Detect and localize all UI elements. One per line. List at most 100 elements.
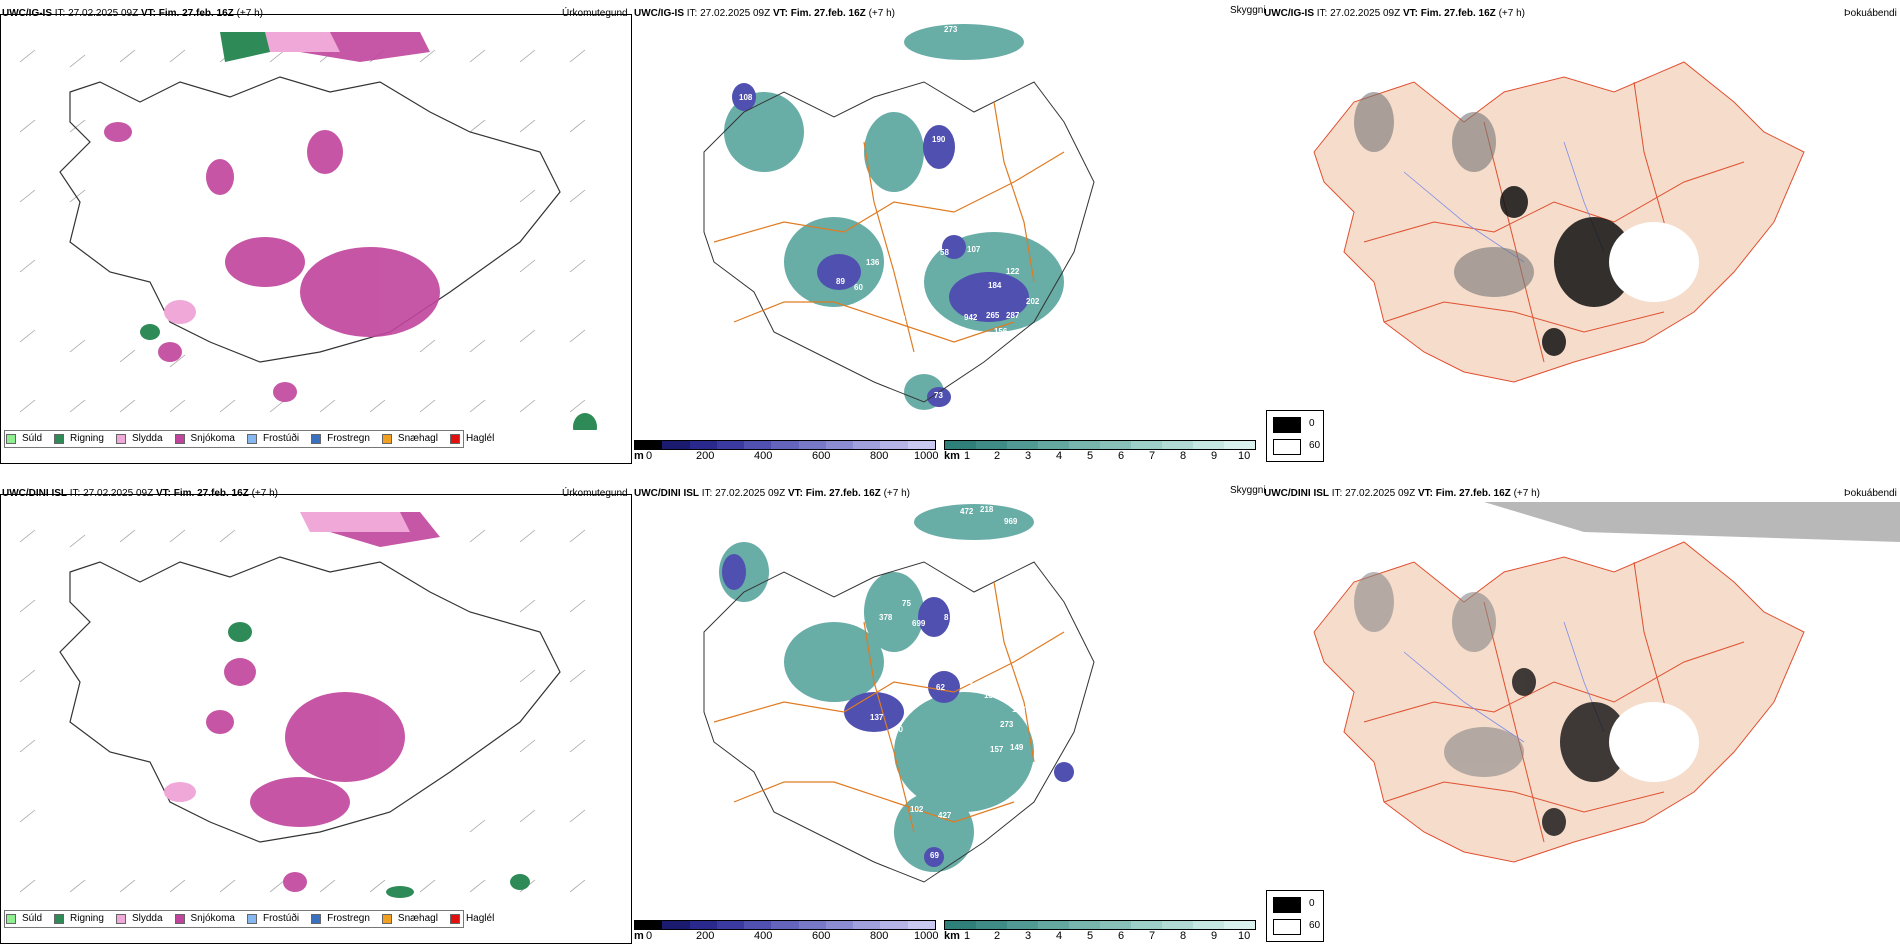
vis-label: 73: [934, 391, 943, 400]
row-dini-isl: UWC/DINI ISL IT: 27.02.2025 09Z VT: Fim.…: [0, 480, 1900, 950]
model-name: UWC/IG-IS: [634, 8, 684, 19]
unit-m: m: [634, 450, 644, 462]
fog-swatch-0: [1273, 417, 1301, 433]
model-name: UWC/DINI ISL: [1264, 488, 1329, 499]
tick-label: 1: [964, 450, 971, 462]
vis-label: 273: [944, 25, 958, 34]
legend-item-snaehagl: Snæhagl: [381, 433, 438, 444]
lead-time: (+7 h): [883, 488, 910, 499]
legend-item-snjokoma: Snjókoma: [174, 913, 235, 924]
legend-item-frostudi: Frostúði: [246, 433, 300, 444]
tick-label: 7: [1149, 930, 1156, 942]
row-ig-is: UWC/IG-IS IT: 27.02.2025 09Z VT: Fim. 27…: [0, 0, 1900, 470]
tick-label: 9: [1211, 450, 1218, 462]
vt-value: Fim. 27.feb. 16Z: [1435, 488, 1511, 499]
it-value: 27.02.2025 09Z: [715, 488, 786, 499]
vis-label: 10: [964, 677, 973, 686]
precip-legend-box-1: [4, 430, 464, 448]
precip-legend-2: Súld Rigning Slydda Snjókoma Frostúði Fr…: [6, 913, 504, 924]
it-value: 27.02.2025 09Z: [1345, 488, 1416, 499]
tick-label: 4: [1056, 450, 1063, 462]
vis-label: 157: [984, 691, 998, 700]
legend-swatch: [115, 913, 126, 924]
legend-item-frostudi: Frostúði: [246, 913, 300, 924]
legend-label: Frostúði: [262, 913, 300, 924]
visibility-colorbar-km: [944, 440, 1256, 450]
vis-label: 58: [940, 248, 949, 257]
legend-label: Snjókoma: [190, 433, 235, 444]
legend-item-snjokoma: Snjókoma: [174, 433, 235, 444]
legend-label: Rigning: [70, 913, 104, 924]
vt-label: VT:: [772, 8, 788, 19]
legend-item-hagl: Haglél: [449, 433, 495, 444]
tick-label: 5: [1087, 450, 1094, 462]
tick-label: 7: [1149, 450, 1156, 462]
legend-label: Súld: [22, 433, 43, 444]
visibility-map-1: 273 108 190 198 151 58 107 122 184 202 9…: [703, 24, 1095, 410]
vis-label: 108: [902, 315, 916, 324]
legend-swatch: [311, 433, 322, 444]
it-value: 27.02.2025 09Z: [68, 8, 139, 19]
legend-item-slydda: Slydda: [115, 913, 163, 924]
legend-label: Frostregn: [327, 433, 370, 444]
vt-value: Fim. 27.feb. 16Z: [805, 488, 881, 499]
precip-legend-1: Súld Rigning Slydda Snjókoma Frostúði Fr…: [6, 433, 504, 444]
visibility-colorbar-m: [634, 920, 936, 930]
lead-time: (+7 h): [236, 8, 263, 19]
vis-label: 122: [1006, 267, 1020, 276]
vis-label: 75: [902, 599, 911, 608]
it-label: IT:: [686, 8, 698, 19]
vis-label: 942: [964, 313, 978, 322]
fog-panel-1: UWC/IG-IS IT: 27.02.2025 09Z VT: Fim. 27…: [1264, 0, 1900, 470]
lead-time: (+7 h): [868, 8, 895, 19]
vt-value: Fim. 27.feb. 16Z: [1420, 8, 1496, 19]
vis-label: 136: [866, 258, 880, 267]
legend-label: Frostúði: [262, 433, 300, 444]
legend-swatch: [6, 433, 16, 444]
panel-title-3: UWC/DINI ISL IT: 27.02.2025 09Z VT: Fim.…: [1264, 488, 1540, 499]
legend-swatch: [311, 913, 322, 924]
tick-label: 0: [646, 930, 653, 942]
vis-label: 969: [1004, 517, 1018, 526]
vis-label: 60: [894, 725, 903, 734]
tick-label: 8: [1180, 450, 1187, 462]
vis-label: 36: [894, 663, 903, 672]
precip-type-label: Úrkomutegund: [562, 8, 628, 19]
visibility-colorbar-m: [634, 440, 936, 450]
model-name: UWC/DINI ISL: [2, 488, 67, 499]
fog-swatch-60: [1273, 439, 1301, 455]
tick-label: 600: [812, 930, 831, 942]
it-label: IT:: [1316, 8, 1328, 19]
vis-label: 151: [924, 187, 938, 196]
fog-swatch-60: [1273, 919, 1301, 935]
vt-label: VT:: [1402, 8, 1418, 19]
vis-label: 149: [1010, 743, 1024, 752]
vis-label: 165: [900, 269, 914, 278]
precip-type-label: Úrkomutegund: [562, 488, 628, 499]
vis-label: 137: [870, 713, 884, 722]
vis-label: 156: [994, 327, 1008, 336]
vt-label: VT:: [1417, 488, 1433, 499]
tick-label: 3: [1025, 450, 1032, 462]
tick-label: 6: [1118, 930, 1125, 942]
tick-label: 10: [1238, 930, 1251, 942]
legend-item-rigning: Rigning: [54, 433, 104, 444]
vt-label: VT:: [787, 488, 803, 499]
vis-label: 265: [986, 311, 1000, 320]
fog-legend-label: 60: [1309, 920, 1321, 931]
tick-label: 4: [1056, 930, 1063, 942]
legend-item-frostregn: Frostregn: [311, 433, 370, 444]
unit-km: km: [944, 930, 960, 942]
legend-swatch: [381, 913, 392, 924]
tick-label: 200: [696, 930, 715, 942]
vt-value: Fim. 27.feb. 16Z: [158, 8, 234, 19]
tick-label: 3: [1025, 930, 1032, 942]
visibility-panel-2: UWC/DINI ISL IT: 27.02.2025 09Z VT: Fim.…: [634, 480, 1266, 950]
visibility-label: Skyggni: [1230, 5, 1266, 16]
vis-label: 157: [990, 745, 1004, 754]
legend-label: Haglél: [465, 433, 495, 444]
legend-swatch: [246, 913, 257, 924]
tick-label: 2: [994, 930, 1001, 942]
legend-swatch: [54, 433, 65, 444]
colorbar-labels-m: 0 200 400 600 800 1000: [646, 930, 938, 944]
